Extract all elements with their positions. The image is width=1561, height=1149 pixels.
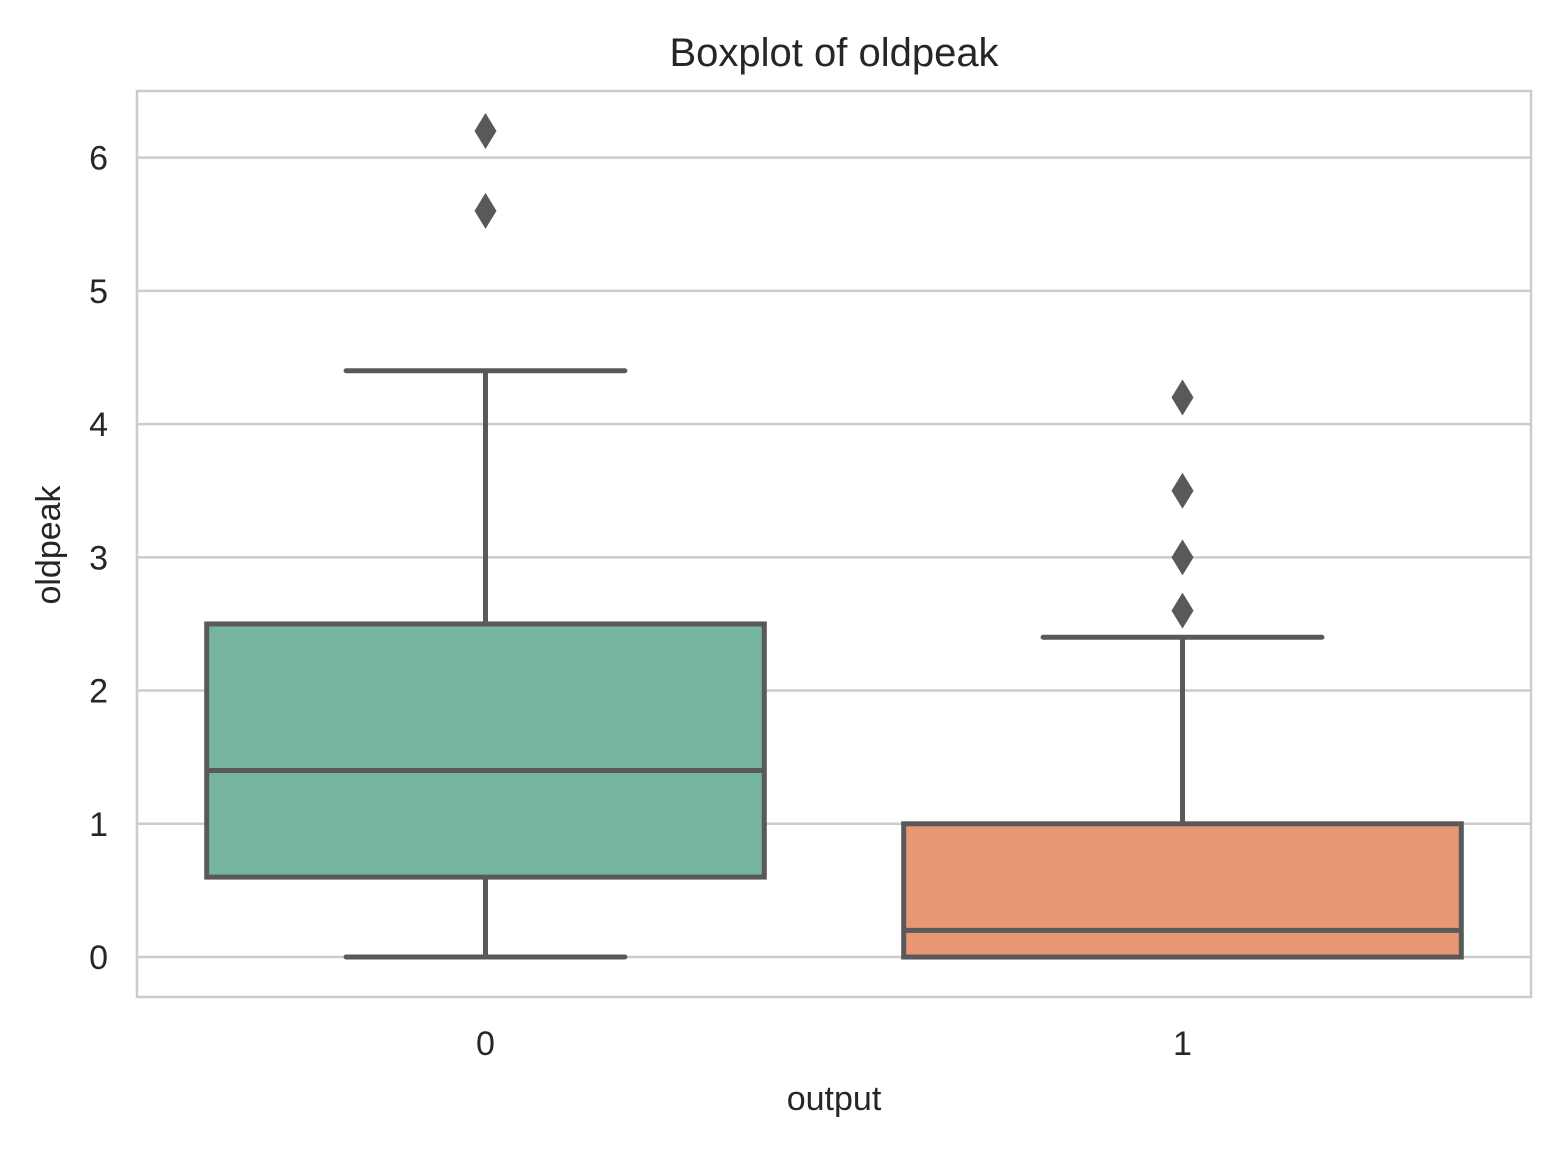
outlier-point <box>1171 592 1194 629</box>
box-iqr <box>204 621 767 880</box>
x-axis-label: output <box>787 1080 882 1118</box>
chart-title: Boxplot of oldpeak <box>669 31 999 75</box>
outlier-point <box>1171 539 1194 576</box>
plot-frame <box>135 89 1533 999</box>
outlier-point <box>474 112 497 149</box>
outlier-point <box>1171 379 1194 416</box>
y-tick-label-6: 6 <box>89 140 108 178</box>
tick-labels: 0 1 2 3 4 5 6 0 1 <box>89 140 1192 1063</box>
y-tick-label-4: 4 <box>89 406 108 444</box>
y-tick-label-3: 3 <box>89 539 108 577</box>
box-group-1 <box>901 379 1464 960</box>
x-tick-label-1: 1 <box>1173 1025 1192 1063</box>
box-iqr <box>901 821 1464 960</box>
y-tick-label-1: 1 <box>89 806 108 844</box>
y-tick-label-0: 0 <box>89 939 108 977</box>
y-tick-label-5: 5 <box>89 273 108 311</box>
outlier-point <box>1171 472 1194 509</box>
box-group-0 <box>204 112 767 960</box>
boxes-layer <box>204 112 1464 960</box>
outlier-point <box>474 192 497 229</box>
y-axis-label: oldpeak <box>30 484 68 604</box>
y-tick-label-2: 2 <box>89 673 108 711</box>
x-tick-label-0: 0 <box>476 1025 495 1063</box>
